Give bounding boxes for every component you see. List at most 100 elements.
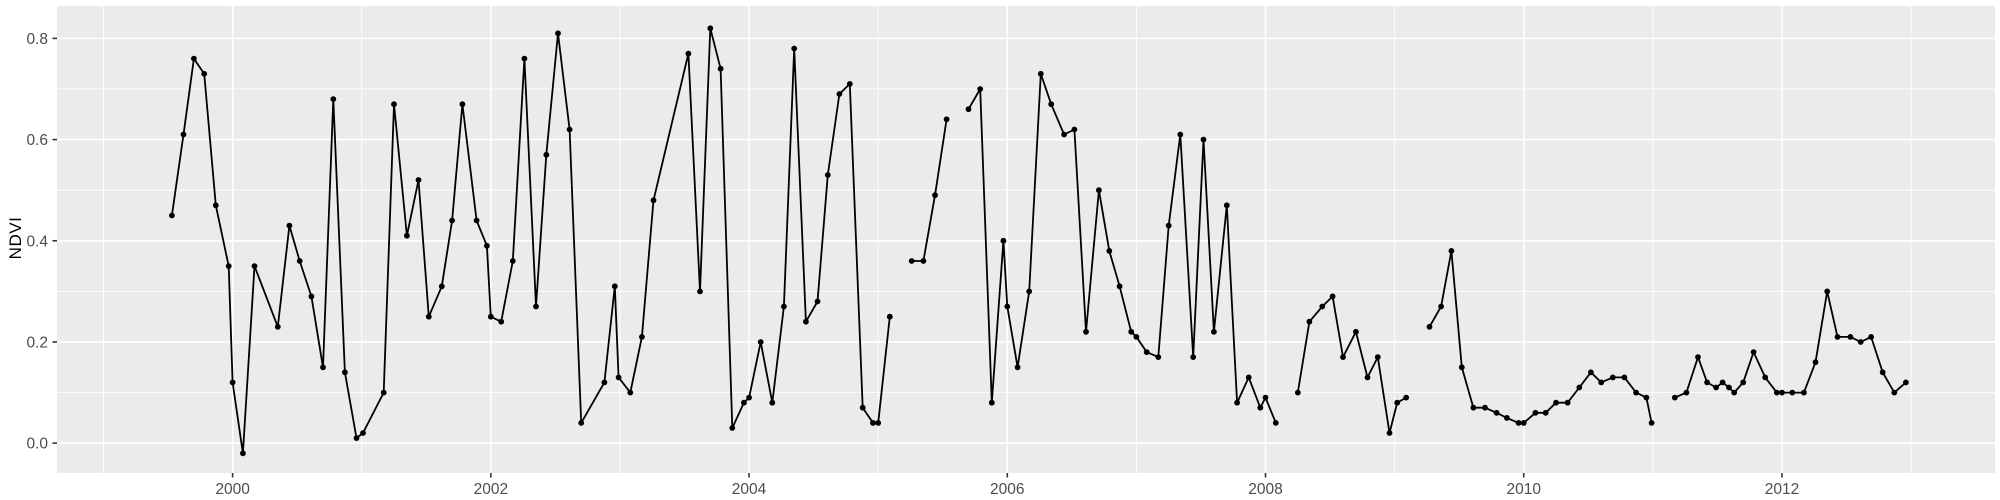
data-point — [1329, 293, 1336, 300]
data-point — [1257, 404, 1264, 411]
x-tick-label: 2010 — [1506, 481, 1541, 498]
data-point — [1891, 389, 1898, 396]
data-point — [1319, 303, 1326, 310]
data-point — [1083, 328, 1089, 335]
series-line-segment — [967, 72, 1277, 424]
data-point — [169, 212, 175, 219]
plot-panel — [57, 6, 1995, 473]
data-point — [1014, 364, 1021, 371]
data-point — [1621, 374, 1628, 381]
data-point — [824, 172, 831, 178]
data-point — [180, 131, 187, 138]
data-point — [1731, 389, 1738, 396]
data-point — [286, 222, 293, 229]
x-tick-label: 2008 — [1248, 481, 1282, 498]
data-point — [1177, 131, 1184, 138]
data-point — [1504, 415, 1510, 421]
data-point — [1128, 328, 1135, 335]
data-point — [859, 404, 866, 411]
data-point — [685, 50, 692, 57]
data-point — [1061, 131, 1067, 138]
data-point — [1779, 389, 1785, 396]
data-point — [729, 425, 736, 431]
data-point — [1648, 420, 1655, 426]
data-point — [1564, 399, 1571, 406]
data-point — [1245, 374, 1252, 381]
data-point — [977, 86, 984, 92]
data-point — [1482, 404, 1488, 411]
data-point — [449, 217, 455, 224]
data-point — [1272, 420, 1279, 426]
data-point — [498, 318, 505, 325]
data-point — [308, 293, 315, 300]
y-tick-label: 0.2 — [26, 334, 48, 351]
data-point — [353, 435, 360, 441]
data-point — [1671, 394, 1678, 401]
data-point — [1294, 389, 1301, 396]
data-point — [1374, 354, 1381, 360]
data-point — [1200, 136, 1207, 143]
data-point — [484, 242, 490, 249]
y-tick-label: 0.4 — [26, 233, 48, 250]
data-point — [1750, 349, 1757, 355]
data-point — [707, 25, 714, 32]
data-point — [1458, 364, 1465, 371]
data-point — [212, 202, 219, 209]
data-point — [1847, 334, 1854, 340]
data-point — [1643, 394, 1650, 401]
series-line-segment — [910, 118, 948, 262]
data-point — [1868, 334, 1874, 340]
data-point — [920, 258, 927, 264]
data-point — [1532, 409, 1539, 416]
data-point — [487, 313, 494, 320]
data-point — [1143, 349, 1150, 355]
data-point — [360, 430, 366, 436]
data-point — [1364, 374, 1371, 381]
data-point — [1726, 384, 1732, 391]
data-point — [240, 450, 246, 457]
data-point — [717, 65, 724, 72]
data-point — [1857, 339, 1864, 345]
x-tick-label: 2000 — [215, 481, 250, 498]
data-point — [1190, 354, 1197, 360]
data-point — [846, 81, 853, 87]
x-tick-label: 2012 — [1765, 481, 1799, 498]
data-point — [1588, 369, 1594, 376]
data-point — [1037, 70, 1044, 77]
data-point — [741, 399, 747, 406]
data-point — [521, 55, 528, 62]
data-point — [533, 303, 539, 310]
data-point — [1824, 288, 1831, 295]
data-point — [803, 318, 809, 325]
data-point — [932, 192, 938, 199]
data-point — [1426, 323, 1433, 330]
data-point — [611, 283, 618, 290]
data-point — [1515, 420, 1522, 426]
data-point — [870, 420, 876, 426]
data-point — [1211, 328, 1217, 335]
data-point — [1262, 394, 1269, 401]
data-point — [1695, 354, 1701, 360]
data-point — [404, 232, 410, 239]
data-point — [639, 334, 645, 340]
data-point — [1340, 354, 1346, 360]
data-point — [251, 263, 258, 269]
data-point — [1106, 248, 1113, 254]
data-point — [601, 379, 608, 386]
data-point — [757, 339, 764, 345]
data-point — [746, 394, 752, 401]
data-point — [1719, 379, 1726, 386]
data-point — [1773, 389, 1780, 396]
data-point — [1903, 379, 1909, 386]
data-point — [1704, 379, 1710, 386]
data-point — [1133, 334, 1140, 340]
data-point — [1438, 303, 1444, 310]
data-point — [1542, 409, 1549, 416]
data-point — [988, 399, 995, 406]
data-point — [791, 45, 798, 52]
data-point — [509, 258, 516, 264]
data-point — [438, 283, 445, 290]
data-point — [566, 126, 573, 133]
